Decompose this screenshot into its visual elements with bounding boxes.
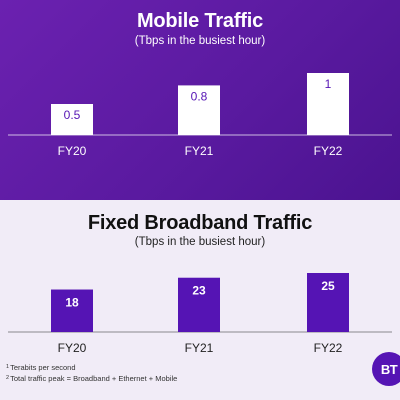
x-tick-label: FY22 bbox=[314, 341, 343, 355]
chart-subtitle: (Tbps in the busiest hour) bbox=[134, 35, 266, 47]
logo-text: BT bbox=[380, 361, 398, 377]
chart-subtitle: (Tbps in the busiest hour) bbox=[134, 236, 266, 248]
chart-title: Fixed Broadband Traffic bbox=[87, 212, 313, 234]
bar-fy21 bbox=[178, 85, 220, 135]
data-label: 25 bbox=[321, 279, 335, 293]
bar-fy20 bbox=[51, 104, 93, 135]
footnote: 1Terabits per second bbox=[6, 363, 76, 372]
fixed-broadband-chart: 18 FY20 23 FY21 25 FY22 bbox=[8, 273, 392, 355]
fixed-broadband-panel: Fixed Broadband Traffic (Tbps in the bus… bbox=[0, 200, 400, 400]
x-tick-label: FY21 bbox=[185, 341, 214, 355]
bt-logo: BT bbox=[372, 352, 400, 386]
data-label: 1 bbox=[325, 77, 332, 91]
x-tick-label: FY21 bbox=[185, 144, 214, 158]
mobile-traffic-chart: 0.5 FY20 0.8 FY21 1 FY22 bbox=[8, 73, 392, 158]
bar-fy22 bbox=[307, 273, 349, 332]
x-tick-label: FY20 bbox=[58, 144, 87, 158]
x-tick-label: FY22 bbox=[314, 144, 343, 158]
data-label: 23 bbox=[192, 284, 206, 298]
bar-fy22 bbox=[307, 73, 349, 135]
mobile-traffic-panel: Mobile Traffic (Tbps in the busiest hour… bbox=[0, 0, 400, 200]
x-tick-label: FY20 bbox=[58, 341, 87, 355]
footnote: 2Total traffic peak = Broadband + Ethern… bbox=[6, 374, 178, 383]
data-label: 0.8 bbox=[191, 89, 208, 103]
bar-fy21 bbox=[178, 277, 220, 332]
data-label: 0.5 bbox=[64, 108, 81, 122]
chart-title: Mobile Traffic bbox=[136, 10, 264, 32]
footnotes: 1Terabits per second 2Total traffic peak… bbox=[6, 362, 177, 384]
data-label: 18 bbox=[65, 296, 79, 310]
bar-fy20 bbox=[51, 289, 93, 332]
